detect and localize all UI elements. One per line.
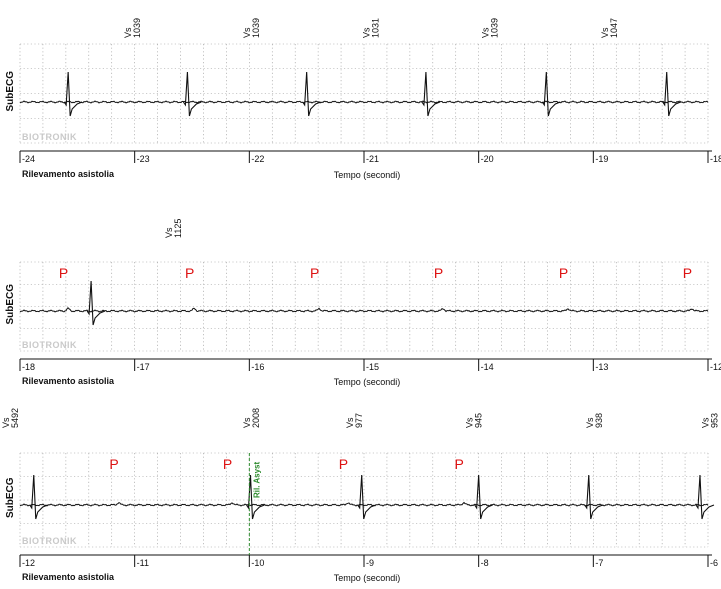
p-wave-label: P bbox=[683, 265, 692, 281]
sense-marker-label: Vs bbox=[242, 417, 252, 428]
time-tick-label: -14 bbox=[481, 362, 494, 372]
p-wave-label: P bbox=[59, 265, 68, 281]
time-tick-label: -19 bbox=[595, 154, 608, 164]
sense-interval-label: 2008 bbox=[251, 408, 261, 428]
strip-footer-title: Rilevamento asistolia bbox=[22, 169, 115, 179]
sense-interval-label: 938 bbox=[594, 413, 604, 428]
qrs-complex bbox=[584, 474, 603, 520]
sense-marker-label: Vs bbox=[242, 27, 252, 38]
sense-marker-label: Vs bbox=[585, 417, 595, 428]
ecg-baseline bbox=[19, 501, 709, 507]
sense-interval-label: 945 bbox=[473, 413, 483, 428]
qrs-complex bbox=[86, 280, 106, 326]
qrs-complex bbox=[357, 474, 376, 520]
p-wave-label: P bbox=[185, 265, 194, 281]
strip-footer-title: Rilevamento asistolia bbox=[22, 572, 115, 582]
time-tick-label: -16 bbox=[251, 362, 264, 372]
sense-marker-label: Vs bbox=[345, 417, 355, 428]
sense-marker-label: Vs bbox=[464, 417, 474, 428]
sense-marker-label: Vs bbox=[361, 27, 371, 38]
ecg-baseline bbox=[19, 306, 709, 313]
x-axis-label: Tempo (secondi) bbox=[334, 573, 401, 583]
time-tick-label: -6 bbox=[710, 558, 718, 568]
time-tick-label: -21 bbox=[366, 154, 379, 164]
y-axis-label: SubECG bbox=[5, 477, 16, 518]
sense-interval-label: 953 bbox=[710, 413, 720, 428]
qrs-complex bbox=[302, 71, 321, 117]
time-tick-label: -13 bbox=[595, 362, 608, 372]
time-tick-label: -22 bbox=[251, 154, 264, 164]
asystole-marker-label: Ril. Asyst bbox=[252, 462, 261, 498]
time-tick-label: -20 bbox=[481, 154, 494, 164]
time-tick-label: -17 bbox=[137, 362, 150, 372]
ecg-baseline bbox=[19, 100, 709, 104]
x-axis-label: Tempo (secondi) bbox=[334, 170, 401, 180]
sense-interval-label: 5492 bbox=[10, 408, 20, 428]
time-tick-label: -7 bbox=[595, 558, 603, 568]
time-tick-label: -9 bbox=[366, 558, 374, 568]
sense-marker-label: Vs bbox=[600, 27, 610, 38]
time-tick-label: -10 bbox=[251, 558, 264, 568]
strip-footer-title: Rilevamento asistolia bbox=[22, 376, 115, 386]
brand-watermark: BIOTRONIK bbox=[22, 536, 77, 546]
time-tick-label: -23 bbox=[137, 154, 150, 164]
qrs-complex bbox=[182, 71, 202, 117]
qrs-complex bbox=[63, 71, 83, 117]
p-wave-label: P bbox=[455, 456, 464, 472]
sense-interval-label: 1039 bbox=[251, 18, 261, 38]
qrs-complex bbox=[541, 71, 561, 117]
p-wave-label: P bbox=[339, 456, 348, 472]
sense-interval-label: 1039 bbox=[490, 18, 500, 38]
time-tick-label: -24 bbox=[22, 154, 35, 164]
qrs-complex bbox=[662, 71, 681, 117]
sense-marker-label: Vs bbox=[164, 227, 174, 238]
p-wave-label: P bbox=[310, 265, 319, 281]
qrs-complex bbox=[29, 474, 48, 520]
y-axis-label: SubECG bbox=[5, 284, 16, 325]
time-tick-label: -18 bbox=[710, 154, 721, 164]
qrs-complex bbox=[246, 474, 265, 520]
p-wave-label: P bbox=[109, 456, 118, 472]
y-axis-label: SubECG bbox=[5, 71, 16, 112]
sense-marker-label: Vs bbox=[701, 417, 711, 428]
brand-watermark: BIOTRONIK bbox=[22, 132, 77, 142]
time-tick-label: -12 bbox=[22, 558, 35, 568]
sense-interval-label: 977 bbox=[354, 413, 364, 428]
sense-interval-label: 1031 bbox=[370, 18, 380, 38]
sense-interval-label: 1125 bbox=[173, 219, 183, 238]
time-tick-label: -11 bbox=[137, 558, 149, 568]
time-tick-label: -18 bbox=[22, 362, 35, 372]
sense-marker-label: Vs bbox=[123, 27, 133, 38]
sense-marker-label: Vs bbox=[481, 27, 491, 38]
time-tick-label: -12 bbox=[710, 362, 721, 372]
time-tick-label: -15 bbox=[366, 362, 379, 372]
qrs-complex bbox=[421, 71, 441, 117]
x-axis-label: Tempo (secondi) bbox=[334, 377, 401, 387]
sense-interval-label: 1047 bbox=[609, 18, 619, 38]
p-wave-label: P bbox=[223, 456, 232, 472]
sense-interval-label: 1039 bbox=[132, 18, 142, 38]
brand-watermark: BIOTRONIK bbox=[22, 340, 77, 350]
qrs-complex bbox=[474, 474, 493, 520]
p-wave-label: P bbox=[559, 265, 568, 281]
p-wave-label: P bbox=[434, 265, 443, 281]
sense-marker-label: Vs bbox=[1, 417, 11, 428]
qrs-complex bbox=[695, 474, 715, 520]
time-tick-label: -8 bbox=[481, 558, 489, 568]
